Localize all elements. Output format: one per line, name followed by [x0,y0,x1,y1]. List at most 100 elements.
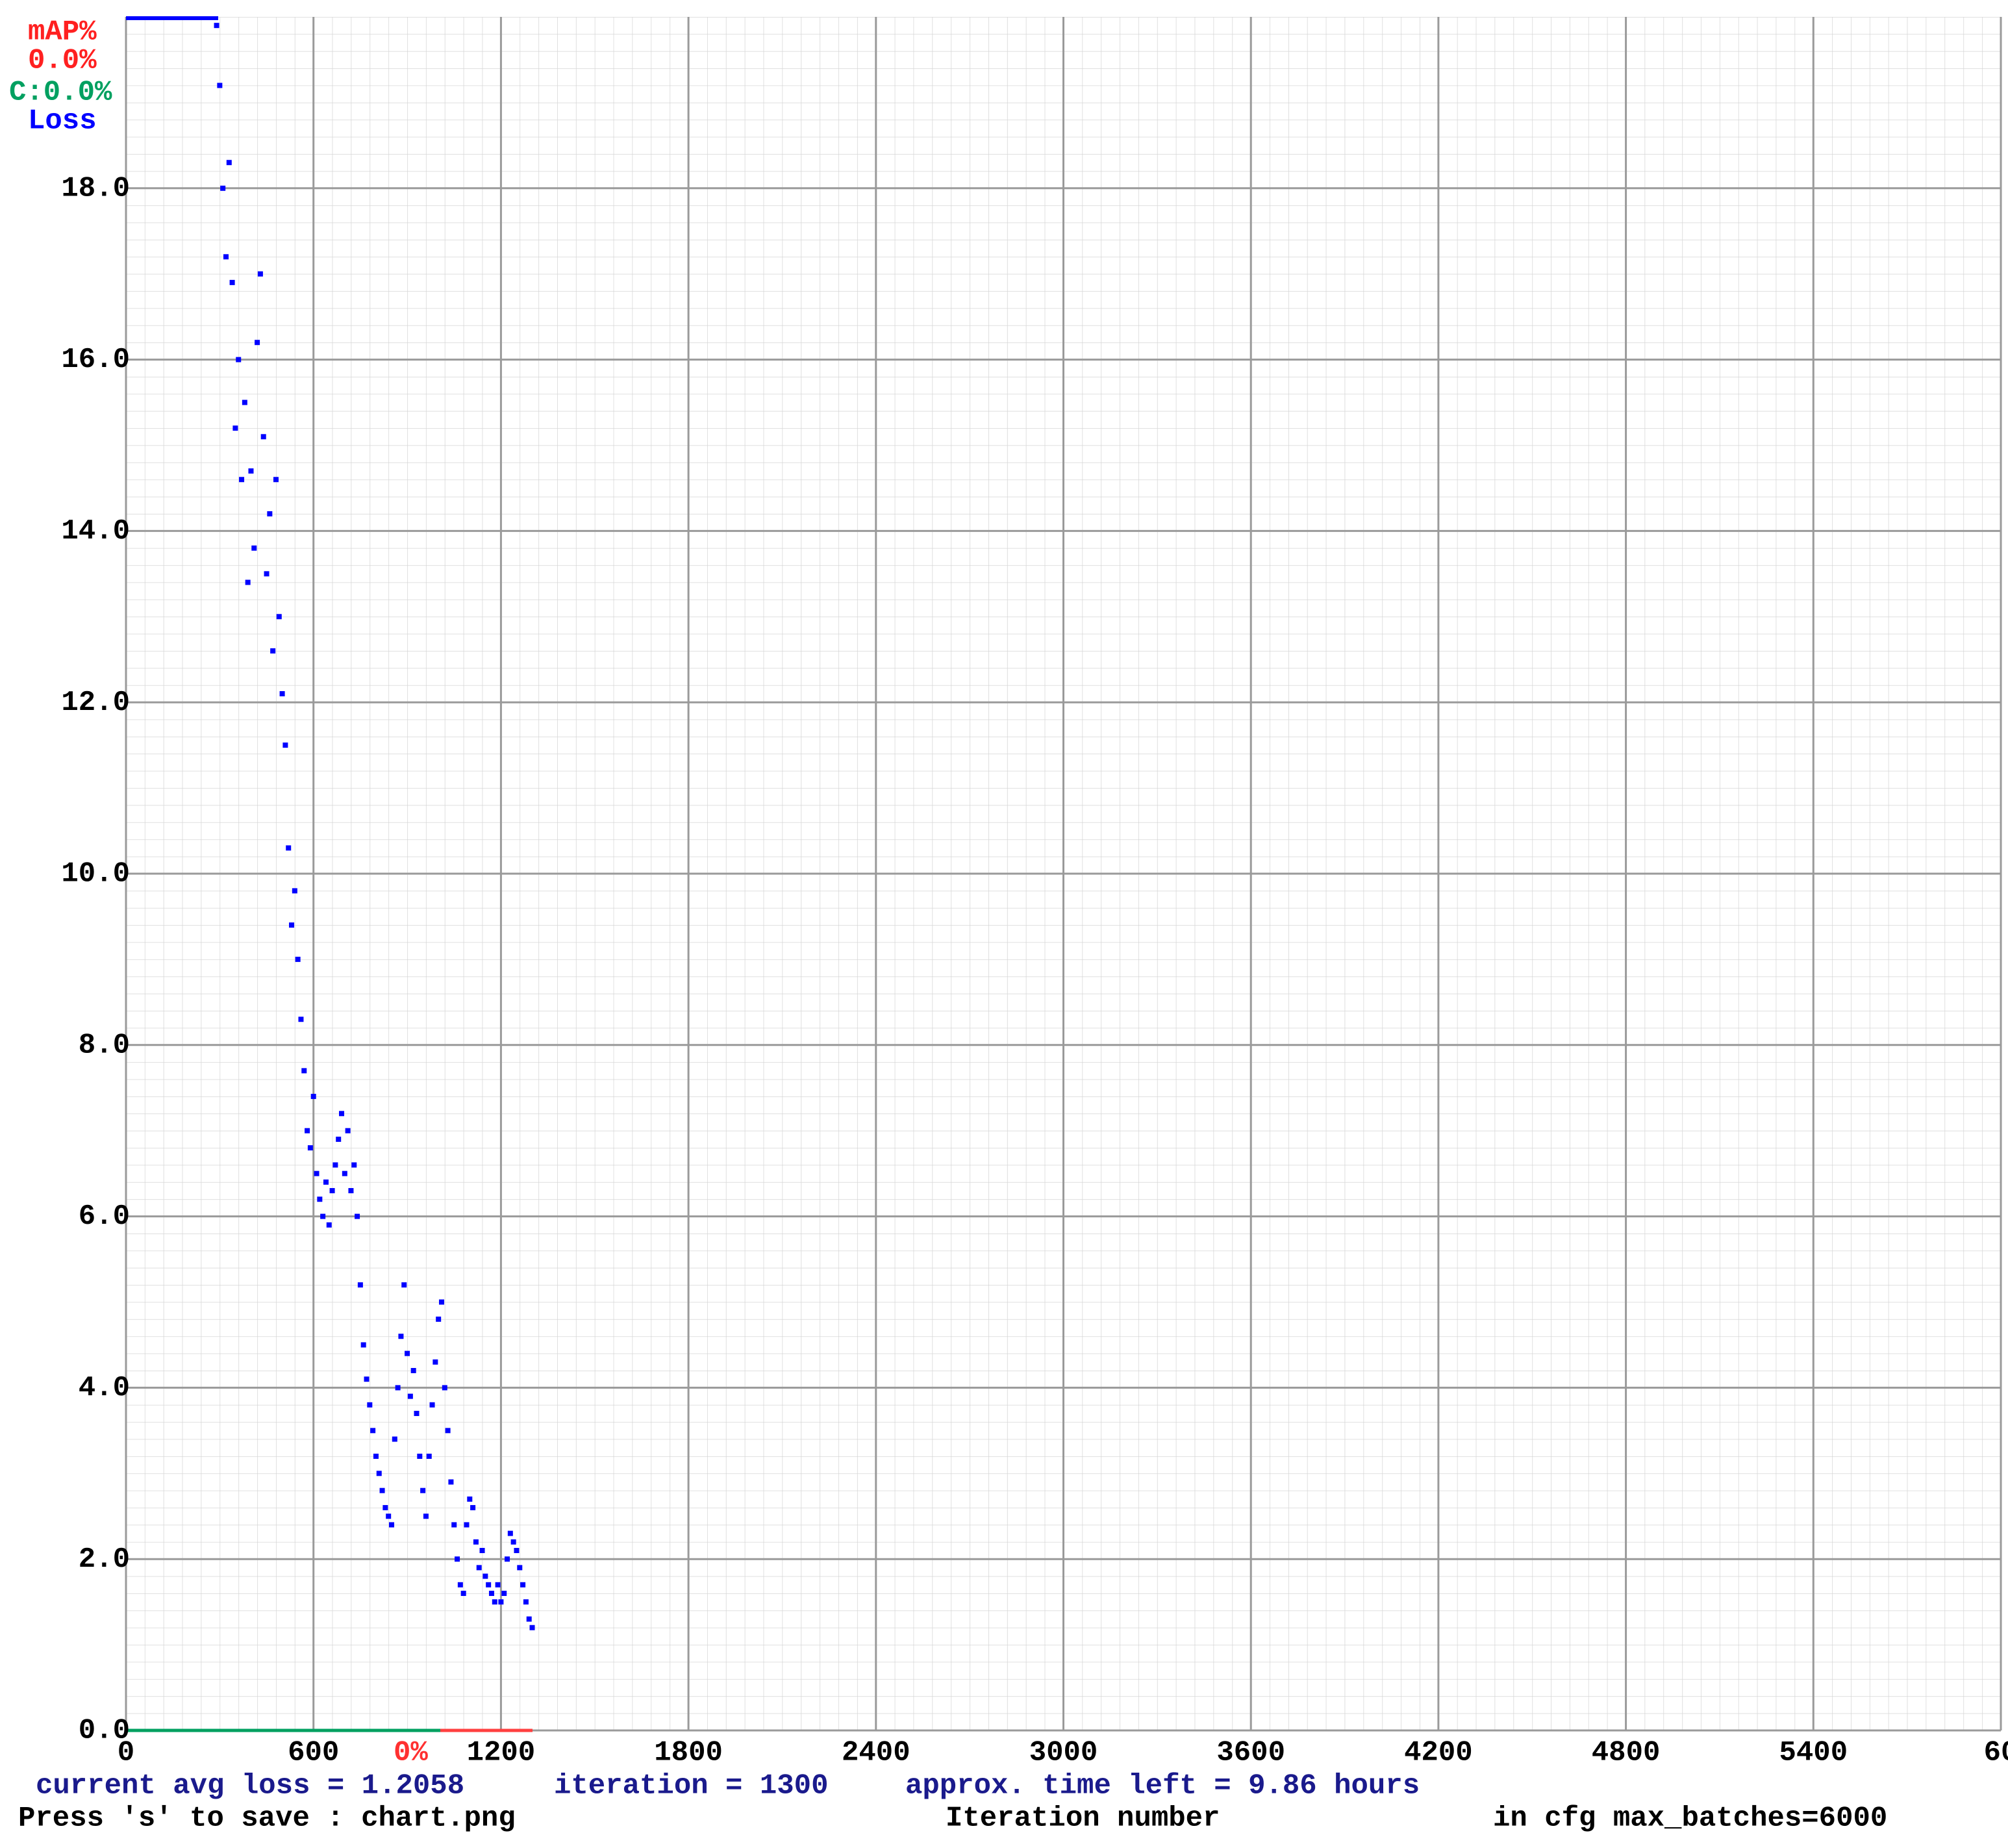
loss-point [232,425,238,431]
loss-point [376,1471,382,1476]
loss-point [260,434,266,440]
loss-point [386,1513,392,1519]
loss-point [436,1316,442,1322]
loss-point [498,1599,504,1605]
loss-point [451,1522,457,1528]
map-label: mAP% [28,16,97,49]
iteration: iteration = 1300 [554,1770,828,1803]
loss-point [426,1453,432,1459]
loss-point [339,1111,345,1117]
avg-loss: current avg loss = 1.2058 [36,1770,464,1803]
loss-point [364,1376,370,1382]
x-tick-label: 60 [1984,1737,2008,1769]
loss-point [351,1162,357,1168]
loss-point [220,185,226,191]
loss-point [410,1368,416,1374]
loss-point [320,1213,326,1219]
y-tick-label: 10.0 [61,858,130,891]
loss-point [370,1428,376,1434]
y-tick-label: 18.0 [61,172,130,205]
loss-point [501,1590,507,1596]
loss-point [292,888,297,894]
loss-point [505,1556,510,1562]
loss-point [248,468,254,474]
loss-point [329,1188,335,1194]
x-tick-label: 3000 [1029,1737,1098,1769]
loss-point [310,1093,316,1099]
loss-point [464,1522,470,1528]
loss-point [355,1213,360,1219]
loss-point [429,1402,435,1408]
loss-point [342,1171,347,1176]
loss-point [448,1479,454,1485]
loss-point [486,1582,492,1588]
loss-point [236,357,242,362]
loss-point [257,271,263,277]
loss-point [333,1162,338,1168]
loss-point [326,1222,332,1228]
loss-point [357,1282,363,1288]
loss-point [492,1599,497,1605]
loss-point [267,511,273,517]
loss-point [223,254,229,260]
y-tick-label: 8.0 [79,1029,130,1061]
x-tick-label: 5400 [1779,1737,1848,1769]
y-tick-label: 16.0 [61,344,130,376]
loss-point [255,340,260,346]
loss-point [242,399,247,405]
loss-point [460,1590,466,1596]
x-tick-label: 3600 [1216,1737,1285,1769]
loss-point [276,614,282,620]
x-axis-label: Iteration number [946,1803,1220,1835]
y-tick-label: 4.0 [79,1372,130,1404]
loss-point [526,1616,532,1622]
loss-point [433,1359,438,1365]
loss-point [423,1513,429,1519]
y-tick-label: 2.0 [79,1543,130,1576]
loss-point [286,845,292,851]
loss-point [507,1530,513,1536]
x-tick-label: 1800 [654,1737,723,1769]
loss-point [273,477,279,483]
loss-point [455,1556,460,1562]
loss-point [264,571,270,577]
loss-point [510,1539,516,1545]
loss-point [289,922,295,928]
loss-point [407,1393,413,1399]
loss-point [383,1505,388,1511]
x-tick-label: 600 [288,1737,339,1769]
loss-point [388,1522,394,1528]
loss-point [279,691,285,697]
loss-point [514,1548,520,1554]
loss-point [298,1017,304,1022]
loss-point [517,1565,523,1571]
loss-point [307,1145,313,1151]
loss-point [476,1565,482,1571]
x-tick-label: 4200 [1404,1737,1473,1769]
loss-point [282,742,288,748]
x-tick-label: 4800 [1592,1737,1661,1769]
loss-point [295,956,301,962]
max-batches: in cfg max_batches=6000 [1493,1803,1887,1835]
time-left: approx. time left = 9.86 hours [905,1770,1420,1803]
loss-point [345,1128,351,1133]
loss-point [488,1590,494,1596]
loss-point [395,1385,401,1391]
loss-point [251,545,257,551]
loss-point [360,1342,366,1348]
loss-point [470,1505,476,1511]
loss-point [442,1385,447,1391]
loss-point [367,1402,373,1408]
loss-point [438,1299,444,1305]
loss-point [457,1582,463,1588]
loss-point [323,1179,329,1185]
loss-point [217,82,223,88]
loss-point [523,1599,529,1605]
loss-point [479,1548,485,1554]
loss-point [229,279,235,285]
loss-point [379,1487,385,1493]
x-tick-label: 0 [118,1737,134,1769]
y-tick-label: 12.0 [61,687,130,719]
loss-point [336,1136,342,1142]
